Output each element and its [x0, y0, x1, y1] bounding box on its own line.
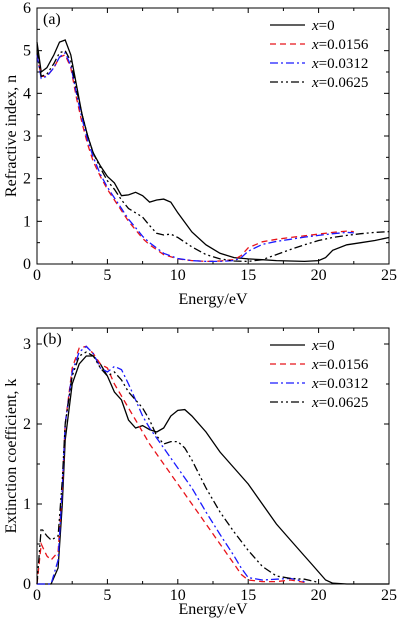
series-line	[37, 345, 305, 585]
x-tick-label: 10	[170, 267, 186, 284]
y-tick-label: 1	[23, 213, 31, 230]
series-line	[36, 51, 354, 263]
legend-label: x=0.0312	[311, 56, 368, 72]
x-tick-label: 15	[240, 267, 256, 284]
x-tick-label: 15	[240, 587, 256, 604]
series-line	[37, 355, 389, 585]
y-tick-label: 5	[23, 43, 31, 60]
series-lines-b	[36, 345, 389, 585]
series-line	[36, 54, 354, 263]
y-tick-label: 0	[23, 576, 31, 593]
refractive-index-panel: 0 5 10 15 20 25 0 1 2 3 4 5 6 (a) Energy/eV Refracti…	[3, 0, 397, 308]
x-tick-label: 25	[381, 587, 397, 604]
series-line	[36, 39, 390, 263]
series-line	[36, 351, 319, 585]
x-tick-label: 10	[170, 587, 186, 604]
series-line	[36, 49, 390, 263]
extinction-coefficient-panel: 0 5 10 15 20 25 0 1 2 3 (b) Energy/eV Extinction …	[3, 327, 397, 618]
legend-a: x=0 x=0.0156 x=0.0312 x=0.0625	[270, 18, 369, 91]
y-axis-title-a: Refractive index, n	[3, 75, 20, 197]
series-lines-a	[36, 39, 390, 263]
legend-label: x=0	[311, 338, 335, 354]
y-tick-label: 1	[23, 496, 31, 513]
x-tick-label: 0	[33, 587, 41, 604]
legend-label: x=0.0312	[311, 376, 368, 392]
x-tick-label: 5	[103, 587, 111, 604]
legend-label: x=0.0156	[311, 357, 369, 373]
y-tick-label: 3	[23, 336, 31, 353]
panel-label-b: (b)	[43, 331, 62, 348]
legend-label: x=0	[311, 18, 335, 34]
y-axis-title-b: Extinction coefficient, k	[3, 379, 20, 534]
x-tick-label: 0	[33, 267, 41, 284]
x-tick-label: 5	[103, 267, 111, 284]
series-line	[36, 345, 305, 585]
legend-label: x=0.0625	[311, 75, 368, 91]
x-tick-label: 25	[381, 267, 397, 284]
legend-label: x=0.0156	[311, 37, 369, 53]
y-tick-label: 6	[23, 0, 31, 17]
axis-ticks-a	[36, 7, 390, 265]
y-tick-label: 4	[23, 85, 31, 102]
tick-labels-b: 0 5 10 15 20 25 0 1 2 3	[23, 336, 397, 604]
y-tick-label: 2	[23, 171, 31, 188]
x-axis-title-a: Energy/eV	[178, 291, 247, 308]
x-axis-title-b: Energy/eV	[178, 601, 247, 618]
y-tick-label: 2	[23, 416, 31, 433]
y-tick-label: 0	[23, 256, 31, 273]
x-tick-label: 20	[311, 267, 327, 284]
x-tick-label: 20	[311, 587, 327, 604]
y-tick-label: 3	[23, 128, 31, 145]
panel-label-a: (a)	[43, 11, 61, 28]
tick-labels-a: 0 5 10 15 20 25 0 1 2 3 4 5 6	[23, 0, 397, 284]
legend-label: x=0.0625	[311, 395, 368, 411]
legend-b: x=0 x=0.0156 x=0.0312 x=0.0625	[270, 338, 369, 411]
